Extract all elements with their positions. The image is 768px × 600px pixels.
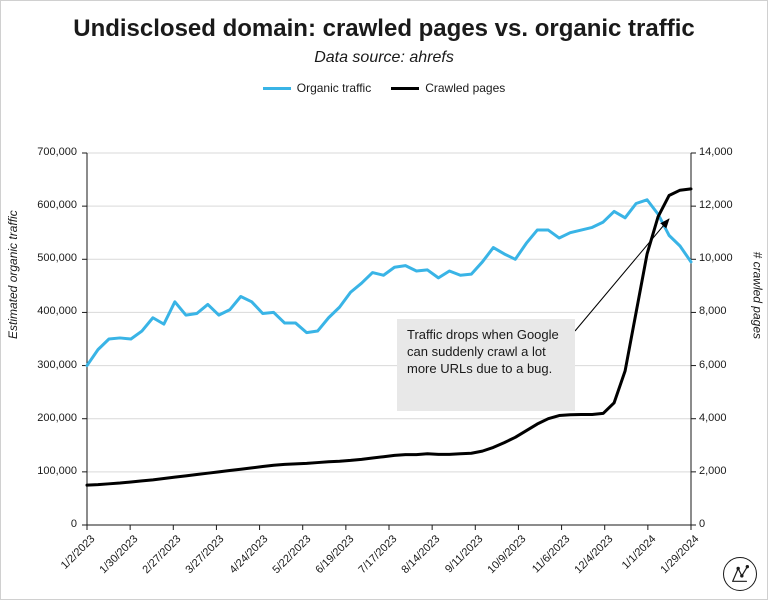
legend-item: Crawled pages (391, 81, 505, 95)
x-tick-label: 3/27/2023 (176, 533, 227, 584)
y-left-tick-label: 700,000 (37, 146, 77, 158)
y-axis-left-label: Estimated organic traffic (6, 210, 20, 339)
x-tick-label: 10/9/2023 (478, 533, 529, 584)
chart-annotation: Traffic drops when Google can suddenly c… (397, 319, 575, 411)
legend-swatch (391, 87, 419, 90)
y-left-tick-label: 500,000 (37, 252, 77, 264)
x-tick-label: 11/6/2023 (521, 533, 572, 584)
chart-svg (87, 153, 691, 525)
y-right-tick-label: 2,000 (699, 465, 727, 477)
y-left-tick-label: 0 (71, 518, 77, 530)
source-logo-icon (723, 557, 757, 591)
y-right-tick-label: 4,000 (699, 412, 727, 424)
y-right-tick-label: 6,000 (699, 359, 727, 371)
chart-plot-area (87, 153, 691, 525)
y-left-tick-label: 200,000 (37, 412, 77, 424)
y-right-tick-label: 14,000 (699, 146, 733, 158)
y-right-tick-label: 12,000 (699, 199, 733, 211)
series-organic-traffic (87, 200, 691, 366)
chart-subtitle: Data source: ahrefs (1, 49, 767, 67)
chart-container: Undisclosed domain: crawled pages vs. or… (0, 0, 768, 600)
y-left-tick-label: 400,000 (37, 305, 77, 317)
series-crawled-pages (87, 189, 691, 485)
x-tick-label: 4/24/2023 (219, 533, 270, 584)
y-right-tick-label: 0 (699, 518, 705, 530)
y-right-tick-label: 10,000 (699, 252, 733, 264)
legend-item: Organic traffic (263, 81, 371, 95)
y-left-tick-label: 300,000 (37, 359, 77, 371)
y-left-tick-label: 600,000 (37, 199, 77, 211)
y-right-tick-label: 8,000 (699, 305, 727, 317)
chart-title: Undisclosed domain: crawled pages vs. or… (1, 1, 767, 43)
legend-swatch (263, 87, 291, 90)
chart-legend: Organic traffic Crawled pages (1, 77, 767, 96)
y-left-tick-label: 100,000 (37, 465, 77, 477)
legend-label: Crawled pages (425, 81, 505, 95)
y-axis-right-label: # crawled pages (750, 252, 764, 339)
legend-label: Organic traffic (297, 81, 371, 95)
